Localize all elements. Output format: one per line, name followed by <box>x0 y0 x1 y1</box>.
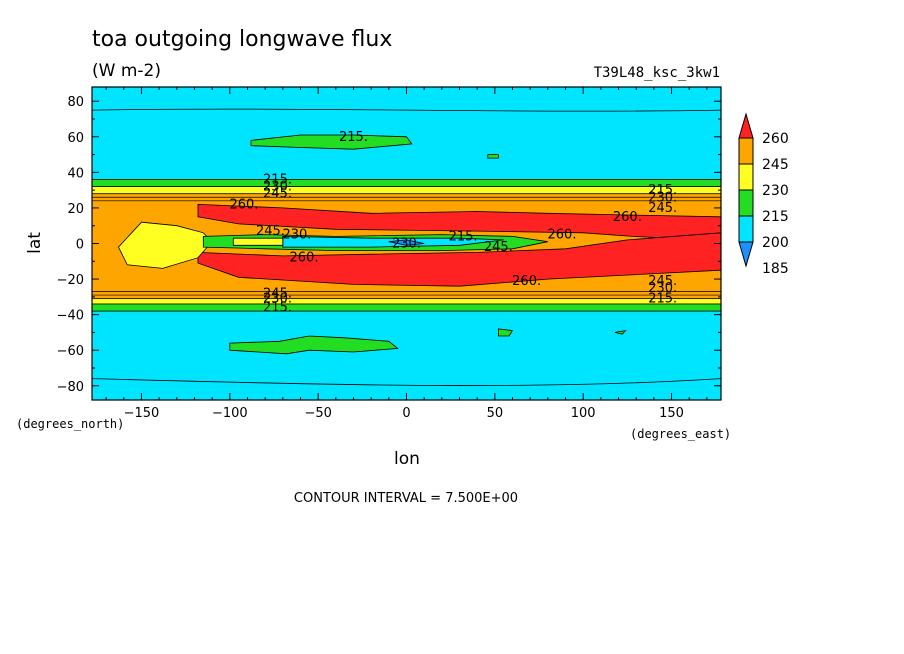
pool-yellow-west <box>118 221 213 269</box>
cell-185 <box>388 239 425 246</box>
colorbar-arrow-top <box>738 112 754 139</box>
y-tick-label: 0 <box>76 238 84 253</box>
run-label: T39L48_ksc_3kw1 <box>594 65 720 81</box>
y-axis-label: lat <box>25 232 45 254</box>
contour-line-north <box>92 108 721 112</box>
contour-label: 245. <box>648 274 677 289</box>
contour-label: 245. <box>256 224 285 239</box>
contour-label: 215. <box>263 301 292 316</box>
y-tick-label: 80 <box>67 95 84 110</box>
x-axis-label: lon <box>394 449 420 469</box>
colorbar-swatch <box>738 215 754 243</box>
colorbar-level-label: 245 <box>762 157 789 173</box>
y-tick-label: 20 <box>67 202 84 217</box>
x-tick-label: 50 <box>487 406 504 421</box>
contour-label: 230. <box>648 281 677 296</box>
x-tick-label: 0 <box>402 406 410 421</box>
contour-label: 215. <box>263 172 292 187</box>
contour-label: 260. <box>229 197 258 212</box>
contour-labels: 215.215.230.245.260.245.230.260.230. 215.… <box>229 130 677 316</box>
y-tick-label: 40 <box>67 166 84 181</box>
contour-label: 230. <box>282 228 311 243</box>
x-axis: −150 −100 −50 0 50 100 150 <box>105 87 708 421</box>
colorbar-legend: 260 245 230 215 200 185 <box>738 112 789 277</box>
y-tick-label: −20 <box>57 273 84 288</box>
contour-label: 260. <box>548 228 577 243</box>
patch-south <box>229 335 399 355</box>
y-tick-label: −80 <box>57 380 84 395</box>
colorbar-arrow-bottom <box>738 241 754 268</box>
contour-label: 215. <box>339 130 368 145</box>
y-unit-label: (degrees_north) <box>16 417 124 431</box>
contour-interval-note: CONTOUR INTERVAL = 7.500E+00 <box>294 491 518 506</box>
x-unit-label: (degrees_east) <box>630 427 731 441</box>
contour-label: 215. <box>648 292 677 307</box>
y-tick-label: −40 <box>57 309 84 324</box>
patch-south-east <box>614 330 627 335</box>
contour-label: 260. <box>512 274 541 289</box>
contour-label: 245. <box>484 240 513 255</box>
y-axis: 80 60 40 20 0 −20 −40 −60 −80 <box>57 95 721 395</box>
contour-label: 245. <box>648 201 677 216</box>
colorbar-swatch <box>738 189 754 217</box>
patch-north <box>250 134 413 150</box>
y-tick-label: −60 <box>57 344 84 359</box>
colorbar-level-label: 260 <box>762 131 789 147</box>
lobe-south-260 <box>197 232 721 287</box>
contour-label: 230. <box>648 190 677 205</box>
contour-label: 245. <box>263 286 292 301</box>
patch-north-small <box>487 154 499 159</box>
strip-230-west <box>232 237 284 246</box>
x-tick-label: 100 <box>571 406 596 421</box>
colorbar-level-label: 185 <box>762 261 789 277</box>
x-tick-label: −50 <box>304 406 331 421</box>
contour-label: 215. <box>449 229 478 244</box>
contour-line-south <box>92 378 721 386</box>
x-tick-label: −100 <box>212 406 248 421</box>
contour-label: 260. <box>290 251 319 266</box>
x-tick-label: 150 <box>659 406 684 421</box>
contour-label: 245. <box>263 187 292 202</box>
contour-label: 230. <box>392 237 421 252</box>
colorbar-swatch <box>738 163 754 191</box>
contour-label: 260. <box>613 210 642 225</box>
contour-label: 215. <box>648 183 677 198</box>
contour-field <box>92 87 721 400</box>
chart-title: toa outgoing longwave flux <box>92 27 392 52</box>
colorbar-level-label: 230 <box>762 183 789 199</box>
contour-label: 230. <box>263 180 292 195</box>
y-tick-label: 60 <box>67 131 84 146</box>
colorbar-level-label: 200 <box>762 235 789 251</box>
patch-south-small <box>498 328 514 337</box>
colorbar-swatch <box>738 137 754 165</box>
colorbar-level-label: 215 <box>762 209 789 225</box>
x-tick-label: −150 <box>124 406 160 421</box>
chart-units: (W m-2) <box>92 61 161 81</box>
contour-label: 230. <box>263 292 292 307</box>
